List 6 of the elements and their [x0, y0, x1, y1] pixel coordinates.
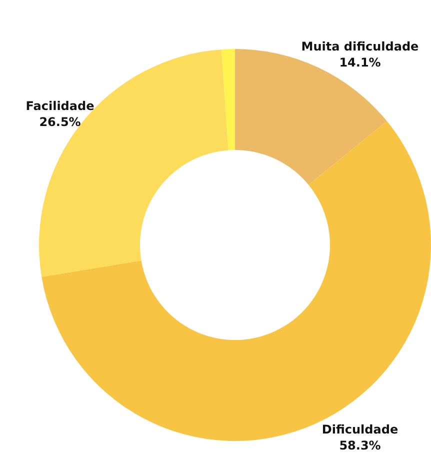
slice-label: Facilidade — [26, 99, 94, 114]
slice-label: Muita dificuldade — [301, 39, 419, 54]
data-label: 58.3% — [339, 438, 381, 452]
data-label: 26.5% — [39, 115, 81, 130]
slice-label: Dificuldade — [322, 422, 398, 436]
data-label: 14.1% — [339, 55, 381, 70]
